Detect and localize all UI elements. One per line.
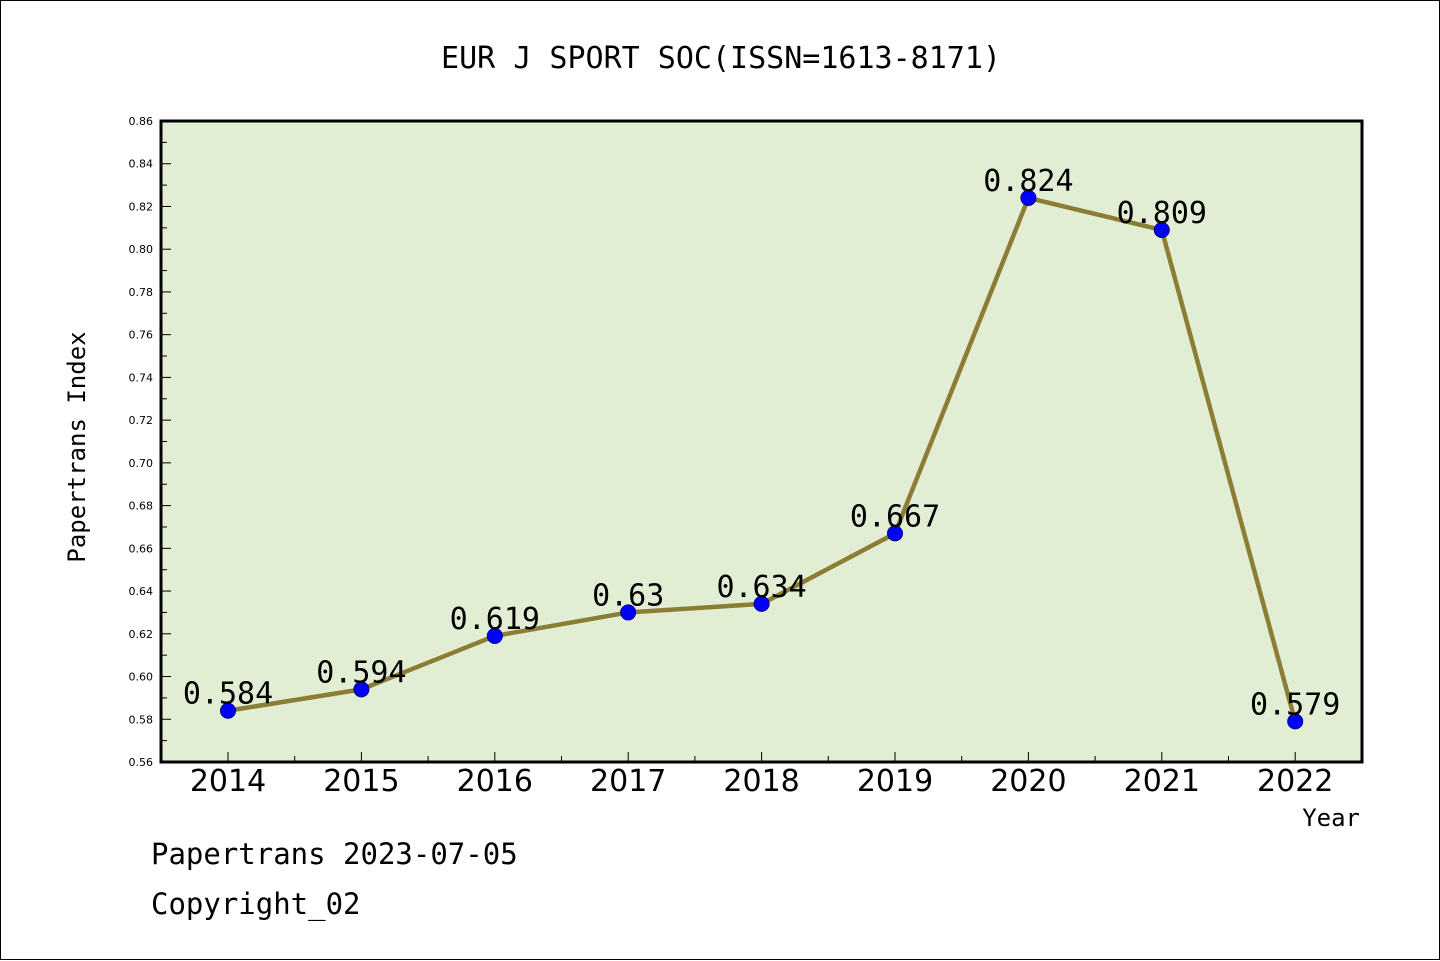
data-label: 0.584 xyxy=(183,677,273,712)
data-label: 0.634 xyxy=(716,570,806,605)
y-tick-label: 0.80 xyxy=(129,243,154,256)
data-point xyxy=(486,627,503,644)
x-tick-label: 2020 xyxy=(990,764,1066,799)
y-tick-label: 0.82 xyxy=(129,200,154,213)
x-axis-ticks: 2014 2015 2016 2017 2018 2019 2020 2021 2022 xyxy=(190,752,1333,799)
y-tick-label: 0.70 xyxy=(129,457,154,470)
data-point xyxy=(887,525,903,542)
x-tick-label: 2018 xyxy=(723,764,799,799)
x-tick-label: 2016 xyxy=(457,764,533,799)
chart-title: EUR J SPORT SOC(ISSN=1613-8171) xyxy=(441,41,1001,76)
x-axis-label: Year xyxy=(1302,804,1360,832)
x-tick-label: 2021 xyxy=(1124,764,1200,799)
data-point xyxy=(353,681,370,698)
data-label: 0.63 xyxy=(592,578,664,613)
data-point xyxy=(1020,189,1037,206)
y-tick-label: 0.86 xyxy=(129,115,154,128)
y-tick-label: 0.76 xyxy=(129,329,154,342)
data-label: 0.619 xyxy=(450,602,540,637)
x-tick-label: 2014 xyxy=(190,764,266,799)
y-tick-label: 0.62 xyxy=(129,628,154,641)
data-label: 0.667 xyxy=(850,499,940,534)
y-axis-ticks: 0.56 0.58 0.60 0.62 0.64 0.66 0.68 0.70 0.72 0.74… xyxy=(129,115,171,769)
x-tick-label: 2022 xyxy=(1257,764,1333,799)
y-tick-label: 0.66 xyxy=(129,542,154,555)
data-point xyxy=(620,604,637,621)
y-tick-label: 0.60 xyxy=(129,671,154,684)
data-label: 0.824 xyxy=(983,164,1073,199)
y-tick-label: 0.78 xyxy=(129,286,154,299)
data-point xyxy=(1287,713,1304,730)
series-group: 0.584 0.594 0.619 0.63 0.634 0.667 0.824 0.809 0… xyxy=(183,164,1340,730)
y-tick-label: 0.84 xyxy=(129,158,154,171)
y-tick-label: 0.68 xyxy=(129,500,154,513)
y-tick-label: 0.74 xyxy=(129,371,154,384)
y-tick-label: 0.64 xyxy=(129,585,154,598)
footer-date: Papertrans 2023-07-05 xyxy=(151,837,518,871)
data-point xyxy=(220,702,236,719)
y-tick-label: 0.72 xyxy=(129,414,154,427)
data-label: 0.579 xyxy=(1250,687,1340,722)
x-tick-label: 2017 xyxy=(590,764,666,799)
x-tick-label: 2015 xyxy=(323,764,399,799)
y-axis-label: Papertrans Index xyxy=(63,331,91,562)
footer-copyright: Copyright_02 xyxy=(151,887,361,921)
data-label: 0.594 xyxy=(316,655,406,690)
data-label: 0.809 xyxy=(1117,196,1207,231)
data-point xyxy=(1153,221,1170,238)
data-point xyxy=(753,595,770,612)
y-tick-label: 0.58 xyxy=(129,713,154,726)
y-tick-label: 0.56 xyxy=(129,756,154,769)
x-tick-label: 2019 xyxy=(857,764,933,799)
